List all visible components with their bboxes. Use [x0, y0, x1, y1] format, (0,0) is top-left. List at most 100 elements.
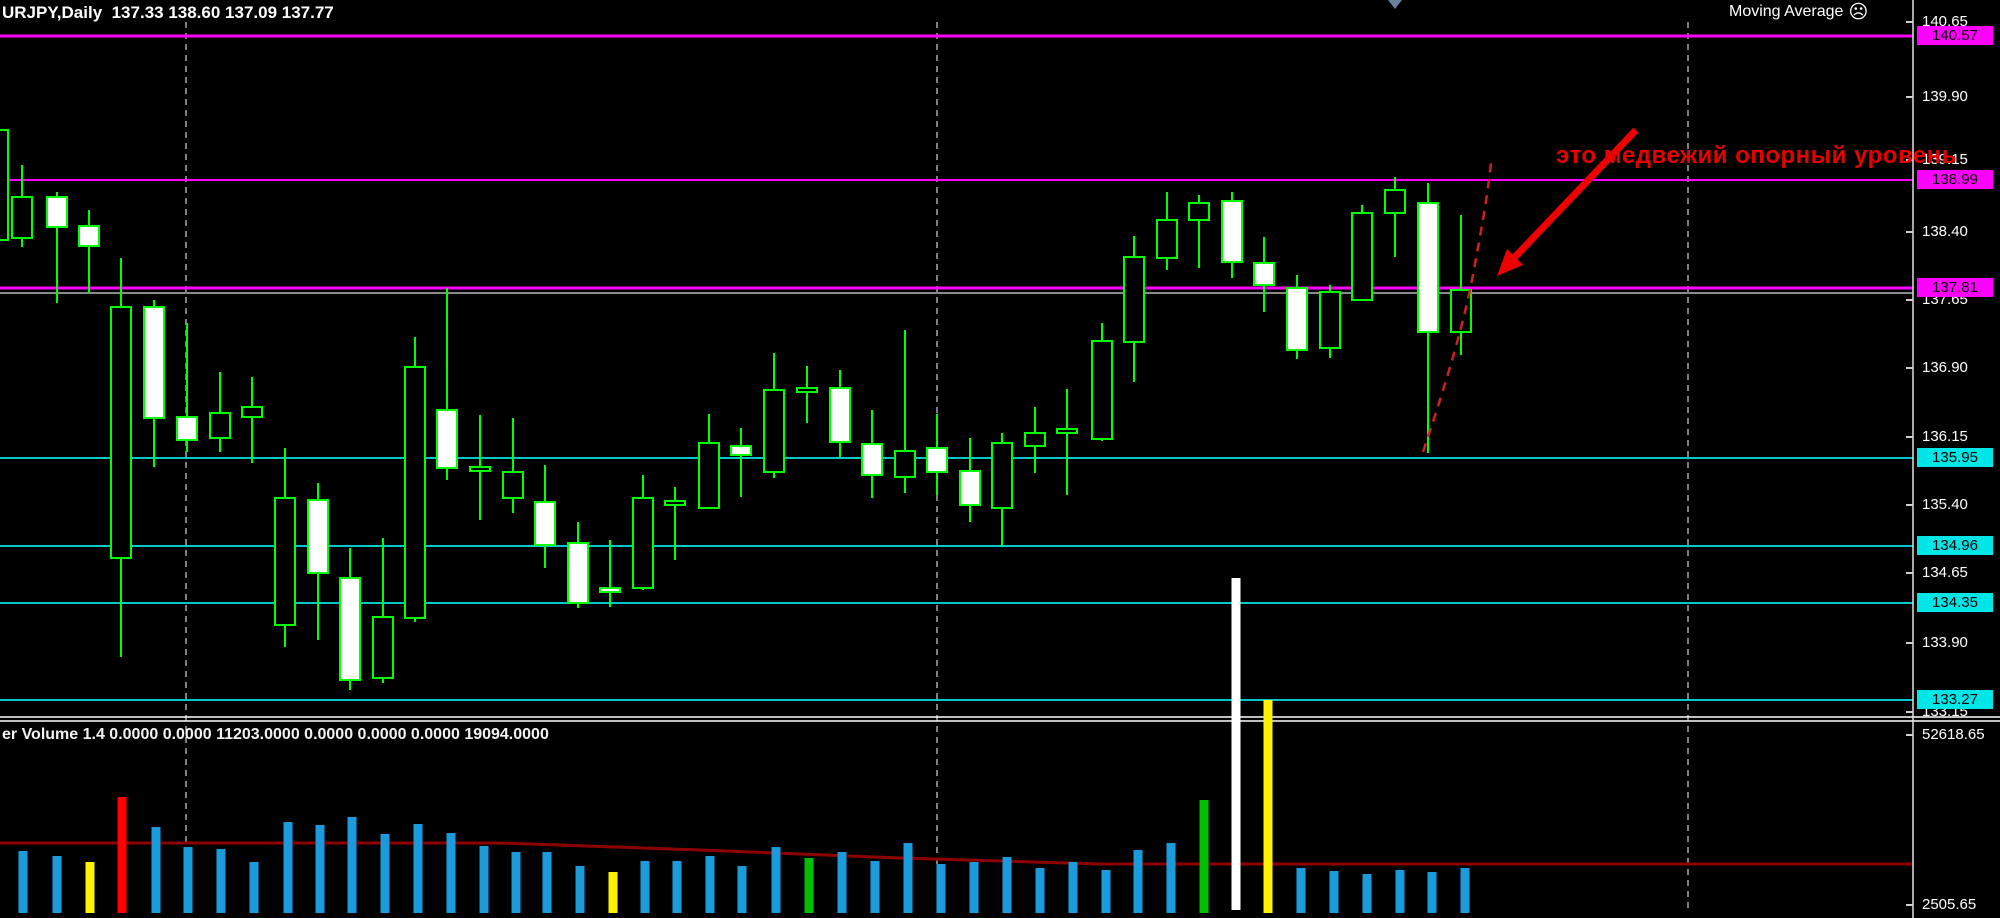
volume-bar: [315, 825, 325, 913]
volume-bar: [1460, 868, 1470, 913]
volume-bar: [804, 858, 814, 913]
price-tick-label: 135.40: [1922, 496, 1968, 513]
candle-body: [274, 497, 296, 626]
candle-body: [861, 443, 883, 476]
volume-bar: [1395, 870, 1405, 913]
annotation-text[interactable]: это медвежий опорный уровень: [1556, 142, 1957, 169]
candle-body: [1417, 202, 1439, 333]
volume-bar: [1296, 868, 1306, 913]
axis-tick-mark: [1906, 96, 1913, 98]
candle-body: [1384, 189, 1406, 214]
volume-bar: [347, 817, 357, 913]
candle-body: [1123, 256, 1145, 343]
candle-body: [1156, 219, 1178, 259]
volume-bar: [380, 834, 390, 913]
volume-bar: [1263, 700, 1273, 913]
candle-body: [763, 389, 785, 473]
candle-body: [241, 406, 263, 418]
price-tick-label: 2505.65: [1922, 896, 1977, 913]
candle-body: [894, 450, 916, 478]
indicator-name-text: Moving Average: [1729, 3, 1844, 20]
candle-body: [143, 306, 165, 419]
candle-body: [632, 497, 654, 589]
volume-bar: [1101, 870, 1111, 913]
axis-tick-mark: [1906, 904, 1913, 906]
volume-bar: [216, 849, 226, 913]
volume-bar: [1068, 862, 1078, 913]
volume-bar: [771, 847, 781, 913]
candle-body: [730, 445, 752, 456]
candle-body: [829, 387, 851, 443]
price-level-badge: 137.81: [1917, 278, 1993, 297]
candle-body: [1188, 202, 1210, 221]
price-tick-label: 139.90: [1922, 88, 1968, 105]
volume-bar: [52, 856, 62, 913]
volume-bar: [18, 851, 28, 913]
volume-bar: [575, 866, 585, 913]
volume-bar: [183, 847, 193, 913]
volume-bar: [542, 852, 552, 913]
volume-bar: [1166, 843, 1176, 913]
candle-body: [1091, 340, 1113, 440]
axis-tick-mark: [1906, 159, 1913, 161]
price-tick-label: 136.15: [1922, 428, 1968, 445]
candle-body: [991, 442, 1013, 509]
annotation-arrow[interactable]: [1510, 127, 1639, 262]
candle-body: [1253, 262, 1275, 286]
volume-bar: [672, 861, 682, 913]
volume-indicator-label: er Volume 1.4 0.0000 0.0000 11203.0000 0…: [2, 726, 549, 743]
axis-tick-mark: [1906, 367, 1913, 369]
volume-bar: [608, 872, 618, 913]
candle-body: [502, 471, 524, 499]
price-tick-label: 139.15: [1922, 151, 1968, 168]
axis-tick-mark: [1906, 21, 1913, 23]
volume-bar: [446, 833, 456, 913]
candle-body: [1286, 287, 1308, 351]
trend-dashed-line[interactable]: [1421, 162, 1493, 453]
price-level-badge: 134.96: [1917, 536, 1993, 555]
price-tick-label: 134.65: [1922, 564, 1968, 581]
candle-body: [1450, 289, 1472, 333]
volume-bar: [705, 856, 715, 913]
candle-body: [534, 501, 556, 546]
axis-tick-mark: [1906, 504, 1913, 506]
price-tick-label: 136.90: [1922, 359, 1968, 376]
candle-body: [1056, 428, 1078, 434]
candle-body: [567, 542, 589, 604]
price-level-badge: 135.95: [1917, 448, 1993, 467]
volume-bar: [737, 866, 747, 913]
volume-bar: [1427, 872, 1437, 913]
candle-body: [110, 306, 132, 559]
price-tick-label: 140.65: [1922, 13, 1968, 30]
symbol-ohlc-label: URJPY,Daily 137.33 138.60 137.09 137.77: [2, 3, 334, 22]
volume-bar: [479, 846, 489, 913]
volume-bar: [870, 861, 880, 913]
volume-bar: [969, 862, 979, 913]
volume-bar: [640, 861, 650, 913]
price-level-badge: 138.99: [1917, 170, 1993, 189]
price-level-badge: 133.27: [1917, 690, 1993, 709]
candle-body: [176, 416, 198, 441]
candle-body: [664, 500, 686, 506]
chart-shift-marker-icon[interactable]: [1388, 0, 1402, 9]
candle-body: [209, 412, 231, 439]
volume-bar: [1133, 850, 1143, 913]
volume-bar: [151, 827, 161, 913]
candle-body: [1319, 291, 1341, 349]
axis-tick-mark: [1906, 436, 1913, 438]
sad-face-icon: ☹: [1848, 1, 1869, 23]
candle-body: [339, 577, 361, 681]
price-tick-label: 138.40: [1922, 223, 1968, 240]
candle-body: [1351, 212, 1373, 301]
volume-spike: [1231, 578, 1241, 910]
price-tick-label: 52618.65: [1922, 726, 1985, 743]
candle-body: [0, 129, 9, 241]
volume-bar: [1002, 857, 1012, 913]
candle-body: [599, 587, 621, 593]
candle-body: [698, 442, 720, 509]
volume-bar: [117, 797, 127, 913]
annotation-arrow-head[interactable]: [1497, 249, 1523, 276]
